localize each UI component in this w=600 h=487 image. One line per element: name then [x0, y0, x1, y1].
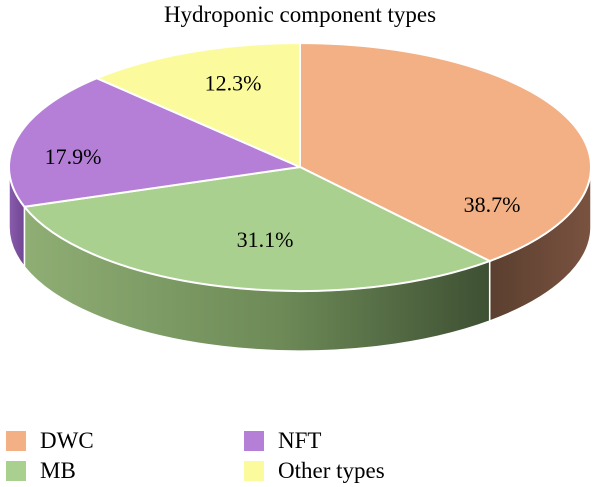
- pie-tops: [8, 41, 592, 292]
- legend-label-mb: MB: [40, 458, 76, 483]
- pie-label-other-types: 12.3%: [205, 71, 262, 96]
- pie-slice-dwc: [299, 41, 592, 263]
- legend-item-dwc: DWC: [6, 428, 94, 454]
- pie-label-mb: 31.1%: [237, 227, 294, 252]
- legend-swatch-mb: [6, 461, 26, 481]
- pie-label-dwc: 38.7%: [464, 192, 521, 217]
- legend-swatch-dwc: [6, 431, 26, 451]
- legend-swatch-nft: [244, 431, 264, 451]
- legend-label-nft: NFT: [278, 428, 322, 453]
- pie-slice-mb: [22, 165, 493, 292]
- legend-swatch-other: [244, 461, 264, 481]
- pie-labels: 38.7% 31.1% 17.9% 12.3%: [45, 71, 521, 252]
- pie-chart: 38.7% 31.1% 17.9% 12.3%: [8, 41, 592, 352]
- legend: DWC NFT MB Other types: [0, 418, 600, 487]
- legend-item-other: Other types: [244, 458, 385, 484]
- pie-slice-nft: [8, 77, 304, 208]
- legend-label-other: Other types: [278, 458, 385, 483]
- legend-label-dwc: DWC: [40, 428, 94, 453]
- pie-label-nft: 17.9%: [45, 144, 102, 169]
- pie-slice-other-types: [94, 41, 301, 169]
- legend-item-mb: MB: [6, 458, 76, 484]
- chart-title: Hydroponic component types: [163, 2, 437, 27]
- legend-item-nft: NFT: [244, 428, 321, 454]
